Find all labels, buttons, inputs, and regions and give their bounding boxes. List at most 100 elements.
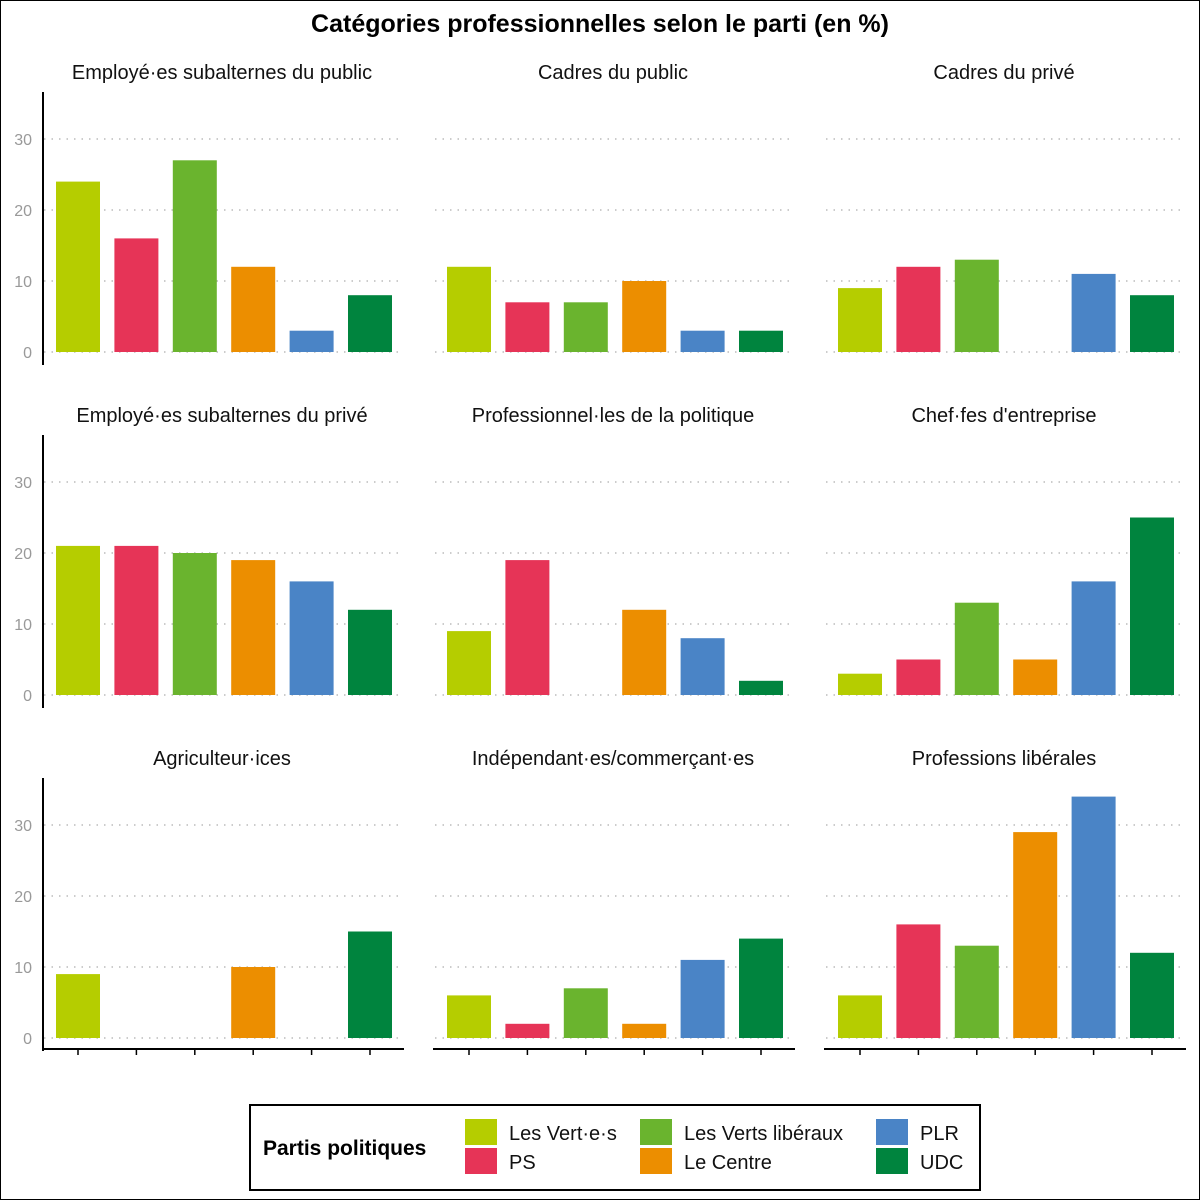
y-tick-label: 20 (14, 203, 32, 220)
legend-label: UDC (920, 1152, 963, 1174)
bar-les-verts-lib-raux (172, 553, 217, 695)
bar-udc (739, 330, 783, 352)
bar-les-verts-lib-raux (954, 945, 999, 1038)
bar-ps (505, 1023, 550, 1038)
bar-le-centre (622, 1023, 667, 1038)
panel-title: Cadres du privé (933, 62, 1074, 84)
bar-udc (739, 938, 783, 1038)
bar-le-centre (231, 967, 276, 1038)
bar-les-vert-e-s (56, 545, 100, 695)
y-tick-label: 30 (14, 818, 32, 835)
bar-les-vert-e-s (838, 995, 882, 1038)
bar-le-centre (622, 281, 667, 352)
bar-udc (1130, 952, 1174, 1038)
legend-item: Les Verts libéraux (640, 1119, 843, 1145)
bar-le-centre (231, 266, 276, 352)
legend: Partis politiques Les Vert·e·s PS Les Vert… (249, 1104, 981, 1191)
bar-udc (1130, 517, 1174, 695)
legend-title: Partis politiques (263, 1137, 426, 1160)
bar-les-vert-e-s (56, 181, 100, 352)
bar-udc (348, 609, 392, 695)
bar-udc (739, 680, 783, 695)
bar-plr (1071, 796, 1116, 1038)
bar-udc (348, 295, 392, 352)
panel-title: Employé·es subalternes du privé (76, 405, 367, 427)
bar-les-vert-e-s (838, 673, 882, 695)
bar-les-verts-lib-raux (563, 988, 608, 1038)
panel-7: Agriculteur·ices 0 10 20 30 (14, 748, 404, 1055)
panel-title: Agriculteur·ices (153, 748, 291, 770)
panel-1: Employé·es subalternes du public 0 10 20 30 (14, 62, 404, 365)
panel-title: Indépendant·es/commerçant·es (472, 748, 754, 770)
legend-label: Le Centre (684, 1152, 772, 1174)
bar-le-centre (1013, 832, 1058, 1038)
legend-label: Les Verts libéraux (684, 1123, 843, 1145)
legend-label: Les Vert·e·s (509, 1123, 617, 1145)
y-tick-label: 10 (14, 274, 32, 291)
panel-title: Employé·es subalternes du public (72, 62, 372, 84)
panel-title: Cadres du public (538, 62, 688, 84)
bar-les-verts-lib-raux (563, 302, 608, 352)
legend-label: PLR (920, 1123, 959, 1145)
legend-box (249, 1104, 981, 1191)
bar-plr (1071, 581, 1116, 695)
legend-swatch (640, 1119, 672, 1145)
legend-label: PS (509, 1152, 536, 1174)
bar-udc (1130, 295, 1174, 352)
panel-3: Cadres du privé (826, 62, 1186, 353)
legend-swatch (876, 1148, 908, 1174)
panel-6: Chef·fes d'entreprise (826, 405, 1186, 696)
bar-ps (114, 238, 159, 352)
panel-4: Employé·es subalternes du privé 0 10 20 30 (14, 405, 404, 708)
bar-les-vert-e-s (447, 631, 491, 695)
bar-le-centre (622, 609, 667, 695)
legend-swatch (465, 1148, 497, 1174)
bar-ps (896, 266, 941, 352)
bar-plr (1071, 273, 1116, 352)
bar-les-verts-lib-raux (954, 602, 999, 695)
bar-le-centre (231, 560, 276, 695)
panel-title: Chef·fes d'entreprise (911, 405, 1096, 427)
bar-les-verts-lib-raux (172, 160, 217, 352)
y-tick-label: 10 (14, 960, 32, 977)
y-tick-label: 0 (23, 345, 32, 362)
bar-les-vert-e-s (447, 995, 491, 1038)
bar-les-vert-e-s (447, 266, 491, 352)
bar-plr (680, 638, 725, 695)
bar-le-centre (1013, 659, 1058, 695)
bar-ps (505, 560, 550, 695)
legend-swatch (465, 1119, 497, 1145)
bar-udc (348, 931, 392, 1038)
y-tick-label: 30 (14, 475, 32, 492)
bar-ps (114, 545, 159, 695)
y-tick-label: 0 (23, 1031, 32, 1048)
bar-plr (680, 959, 725, 1038)
bar-ps (505, 302, 550, 352)
y-tick-label: 10 (14, 617, 32, 634)
panel-9: Professions libérales (824, 748, 1186, 1055)
y-tick-label: 20 (14, 889, 32, 906)
bar-les-verts-lib-raux (954, 259, 999, 352)
legend-swatch (876, 1119, 908, 1145)
y-tick-label: 0 (23, 688, 32, 705)
y-tick-label: 30 (14, 132, 32, 149)
y-tick-label: 20 (14, 546, 32, 563)
bar-ps (896, 659, 941, 695)
bar-les-vert-e-s (56, 974, 100, 1038)
legend-item: UDC (876, 1148, 963, 1174)
legend-item: Les Vert·e·s (465, 1119, 617, 1145)
chart-title: Catégories professionnelles selon le par… (311, 10, 889, 38)
bar-plr (680, 330, 725, 352)
legend-item: Le Centre (640, 1148, 772, 1174)
bar-plr (289, 581, 334, 695)
bar-plr (289, 330, 334, 352)
bar-les-vert-e-s (838, 288, 882, 352)
legend-item: PLR (876, 1119, 959, 1145)
legend-item: PS (465, 1148, 536, 1174)
panel-2: Cadres du public (435, 62, 795, 353)
panel-title: Professionnel·les de la politique (472, 405, 754, 427)
panel-title: Professions libérales (912, 748, 1097, 770)
legend-swatch (640, 1148, 672, 1174)
bar-ps (896, 924, 941, 1038)
